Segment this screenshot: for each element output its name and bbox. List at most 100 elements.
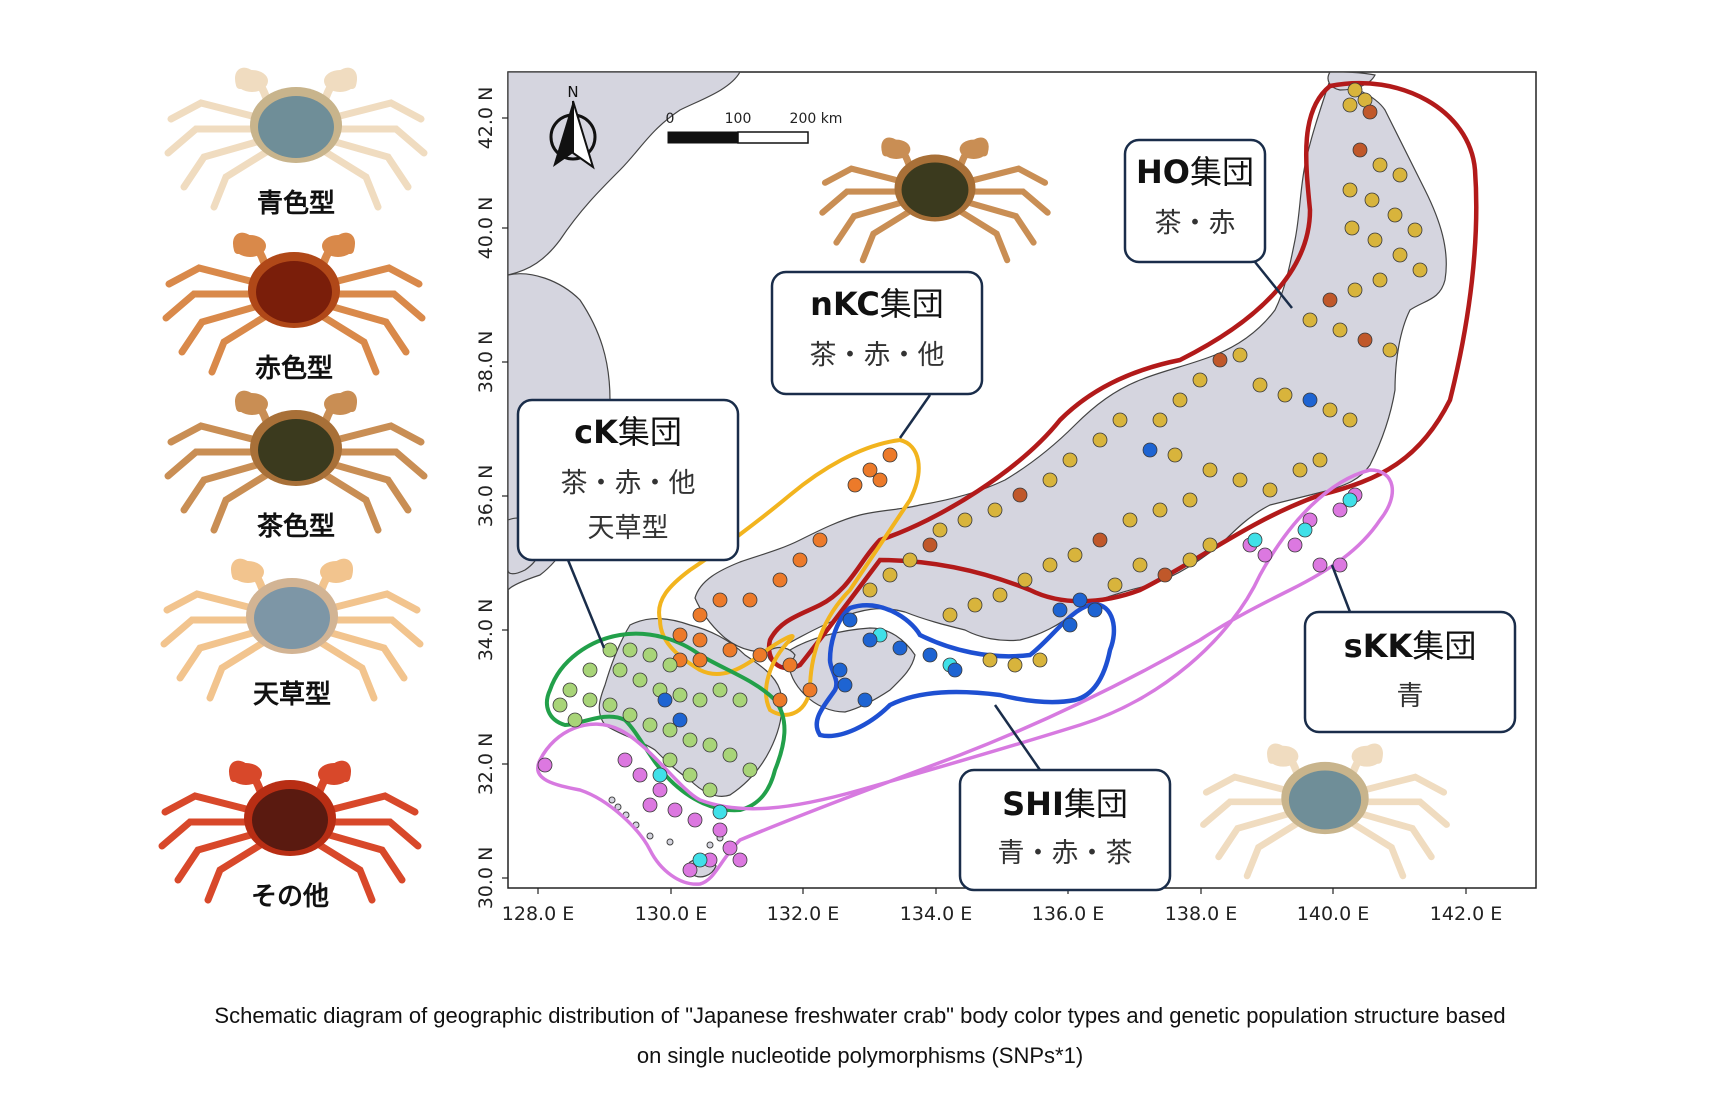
site-marker-brown	[932, 522, 948, 538]
north-arrow: N	[549, 83, 597, 170]
site-marker-orange	[672, 627, 688, 643]
red-type-label: 赤色型	[255, 353, 333, 384]
site-marker-blue	[922, 647, 938, 663]
site-marker-blue	[1072, 592, 1088, 608]
site-marker-orange	[792, 552, 808, 568]
site-marker-magenta	[632, 767, 648, 783]
site-marker-green	[682, 732, 698, 748]
site-marker-blue	[947, 662, 963, 678]
site-marker-orange	[847, 477, 863, 493]
y-tick-38: 38.0 N	[475, 331, 497, 394]
site-marker-magenta	[667, 802, 683, 818]
site-marker-brown	[1347, 282, 1363, 298]
site-marker-green	[702, 737, 718, 753]
site-marker-red	[1157, 567, 1173, 583]
x-tick-140: 140.0 E	[1297, 903, 1369, 925]
site-marker-magenta	[732, 852, 748, 868]
ho-name-suffix: 集団	[1190, 153, 1254, 191]
brown-type-label: 茶色型	[257, 511, 335, 542]
site-marker-red	[1012, 487, 1028, 503]
site-marker-red	[1357, 332, 1373, 348]
site-marker-green	[702, 782, 718, 798]
svg-text:sKK集団: sKK集団	[1344, 627, 1477, 665]
brown-type-crab-illustration	[164, 390, 428, 534]
x-tick-132: 132.0 E	[767, 903, 839, 925]
y-tick-32: 32.0 N	[475, 733, 497, 796]
site-marker-orange	[692, 607, 708, 623]
y-tick-34: 34.0 N	[475, 599, 497, 662]
site-marker-green	[672, 687, 688, 703]
site-marker-brown	[1182, 552, 1198, 568]
site-marker-brown	[1232, 347, 1248, 363]
site-marker-magenta	[687, 812, 703, 828]
site-marker-magenta	[712, 822, 728, 838]
site-marker-green	[742, 762, 758, 778]
site-marker-cyan	[652, 767, 668, 783]
site-marker-brown	[1167, 447, 1183, 463]
population-markers	[537, 82, 1428, 878]
site-marker-brown	[1342, 182, 1358, 198]
amakusa-type-label: 天草型	[253, 680, 331, 710]
ho-colors: 茶・赤	[1155, 208, 1236, 239]
nkc-colors: 茶・赤・他	[810, 340, 945, 371]
site-marker-magenta	[652, 782, 668, 798]
crab-amakusa-type: 天草型	[160, 558, 424, 710]
map-blue-crab-illustration	[1200, 743, 1450, 880]
ck-population-outline	[545, 631, 787, 813]
x-tick-134: 134.0 E	[900, 903, 972, 925]
site-marker-orange	[722, 642, 738, 658]
site-marker-blue	[837, 677, 853, 693]
other-type-label: その他	[251, 882, 329, 912]
y-tick-36: 36.0 N	[475, 465, 497, 528]
site-marker-brown	[1107, 577, 1123, 593]
site-marker-magenta	[682, 862, 698, 878]
site-marker-blue	[857, 692, 873, 708]
site-marker-brown	[1092, 432, 1108, 448]
site-marker-brown	[1172, 392, 1188, 408]
site-marker-brown	[1387, 207, 1403, 223]
scale-label-0: 0	[666, 111, 675, 127]
callout-nkc: nKC集団 茶・赤・他	[770, 270, 984, 439]
site-marker-brown	[1364, 192, 1380, 208]
nkc-name-suffix: 集団	[880, 285, 944, 323]
y-tick-42: 42.0 N	[475, 87, 497, 150]
crab-other-type: その他	[158, 760, 422, 912]
figure-caption: Schematic diagram of geographic distribu…	[120, 996, 1600, 1076]
site-marker-brown	[1302, 312, 1318, 328]
scale-bar: 0 100 200 km	[666, 111, 843, 144]
site-marker-green	[662, 657, 678, 673]
site-marker-orange	[742, 592, 758, 608]
color-type-legend: 青色型 赤色型 茶色型 天草型 その他	[158, 67, 428, 912]
site-marker-blue	[1087, 602, 1103, 618]
ck-colors: 茶・赤・他	[561, 468, 696, 499]
site-marker-orange	[692, 652, 708, 668]
crab-blue-type: 青色型	[164, 67, 428, 219]
site-marker-green	[602, 642, 618, 658]
shi-name-suffix: 集団	[1064, 785, 1128, 823]
map-crab-brown	[819, 137, 1051, 264]
site-marker-brown	[1062, 452, 1078, 468]
site-marker-brown	[1192, 372, 1208, 388]
ck-colors-line2: 天草型	[588, 513, 669, 544]
x-tick-136: 136.0 E	[1032, 903, 1104, 925]
site-marker-brown	[1122, 512, 1138, 528]
site-marker-red	[1212, 352, 1228, 368]
site-marker-green	[692, 692, 708, 708]
site-marker-brown	[1017, 572, 1033, 588]
x-tick-128: 128.0 E	[502, 903, 574, 925]
site-marker-brown	[1067, 547, 1083, 563]
y-tick-40: 40.0 N	[475, 197, 497, 260]
site-marker-brown	[1332, 322, 1348, 338]
site-marker-blue	[1302, 392, 1318, 408]
site-marker-orange	[882, 447, 898, 463]
site-marker-green	[562, 682, 578, 698]
scale-label-200: 200 km	[790, 111, 843, 127]
skk-name-suffix: 集団	[1412, 627, 1476, 665]
skk-population-outline	[536, 468, 1395, 886]
x-tick-138: 138.0 E	[1165, 903, 1237, 925]
svg-text:nKC集団: nKC集団	[810, 285, 944, 323]
y-tick-30: 30.0 N	[475, 847, 497, 910]
island-shape	[706, 841, 714, 849]
site-marker-green	[582, 692, 598, 708]
